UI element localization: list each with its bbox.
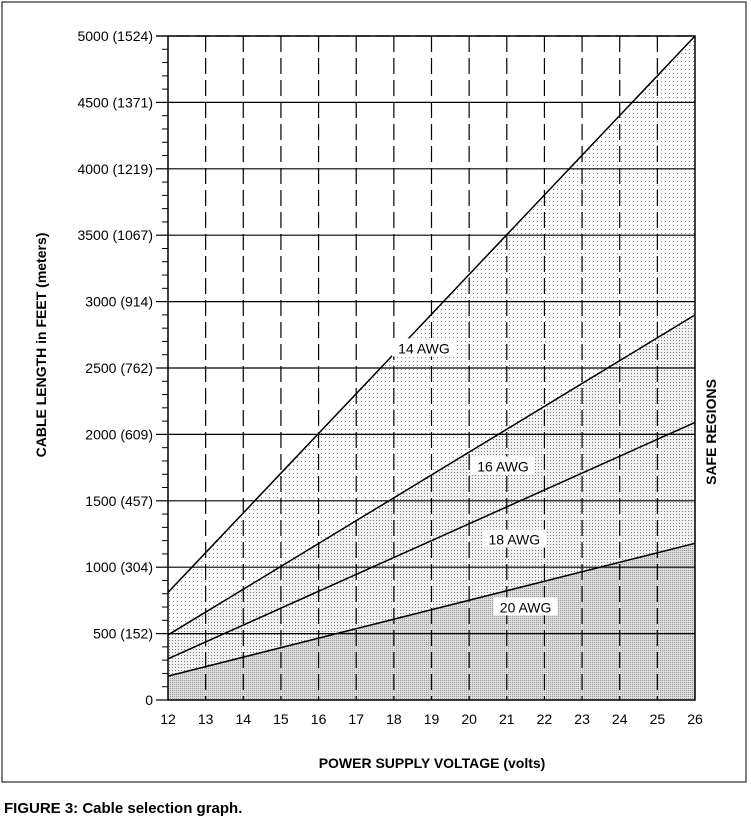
figure-caption: FIGURE 3: Cable selection graph. [4, 800, 243, 817]
x-tick-label: 14 [235, 711, 251, 727]
y-tick-label: 5000 (1524) [77, 28, 153, 44]
y-tick-labels: 0 500 (152) 1000 (304) 1500 (457) 2000 (609)… [77, 28, 153, 708]
x-tick-label: 26 [687, 711, 703, 727]
plot-area-border [167, 35, 696, 701]
x-tick-labels: 12 13 14 15 16 17 18 19 20 21 22 23 24 25 26 [160, 711, 703, 727]
series-line-16-awg [167, 314, 696, 636]
series-label-bg [471, 456, 536, 475]
y-tick-label: 4500 (1371) [77, 94, 153, 110]
series-lines [167, 35, 696, 677]
chart-border [1, 1, 747, 783]
x-tick-label: 12 [160, 711, 176, 727]
series-line-20-awg [167, 542, 696, 677]
x-tick-label: 18 [386, 711, 402, 727]
x-tick-label: 25 [650, 711, 666, 727]
x-tick-label: 15 [273, 711, 289, 727]
y-tick-label: 3500 (1067) [77, 227, 153, 243]
x-tick-label: 21 [499, 711, 515, 727]
safe-regions-label: SAFE REGIONS [703, 379, 719, 485]
y-tick-label: 2500 (762) [85, 360, 153, 376]
series-label-bg [391, 338, 456, 357]
series-label-20-awg: 20 AWG [493, 597, 558, 616]
series-label-text: 20 AWG [500, 599, 552, 615]
y-tick-label: 2000 (609) [85, 426, 153, 442]
x-tick-label: 16 [311, 711, 327, 727]
y-tick-label: 3000 (914) [85, 294, 153, 310]
y-tick-label: 0 [145, 692, 153, 708]
y-tick-label: 1500 (457) [85, 493, 153, 509]
series-line-18-awg [167, 421, 696, 660]
x-tick-label: 24 [612, 711, 628, 727]
x-tick-label: 17 [348, 711, 364, 727]
x-tick-label: 23 [574, 711, 590, 727]
series-label-text: 14 AWG [398, 340, 450, 356]
y-axis-title: CABLE LENGTH in FEET (meters) [33, 233, 49, 458]
grid-lines [156, 35, 695, 701]
series-label-16-awg: 16 AWG [471, 456, 536, 475]
x-tick-label: 20 [461, 711, 477, 727]
x-tick-label: 19 [424, 711, 440, 727]
x-axis-title: POWER SUPPLY VOLTAGE (volts) [319, 755, 546, 771]
y-tick-label: 1000 (304) [85, 559, 153, 575]
series-label-18-awg: 18 AWG [482, 529, 547, 548]
series-label-bg [482, 529, 547, 548]
y-tick-label: 500 (152) [93, 626, 153, 642]
series-label-text: 18 AWG [489, 532, 541, 548]
series-label-bg [493, 597, 558, 616]
y-tick-label: 4000 (1219) [77, 161, 153, 177]
series-label-text: 16 AWG [477, 459, 529, 475]
x-tick-label: 22 [537, 711, 553, 727]
series-line-14-awg [167, 35, 696, 593]
x-tick-label: 13 [198, 711, 214, 727]
series-labels: 14 AWG 16 AWG 18 AWG 20 AWG [391, 338, 558, 616]
series-label-14-awg: 14 AWG [391, 338, 456, 357]
